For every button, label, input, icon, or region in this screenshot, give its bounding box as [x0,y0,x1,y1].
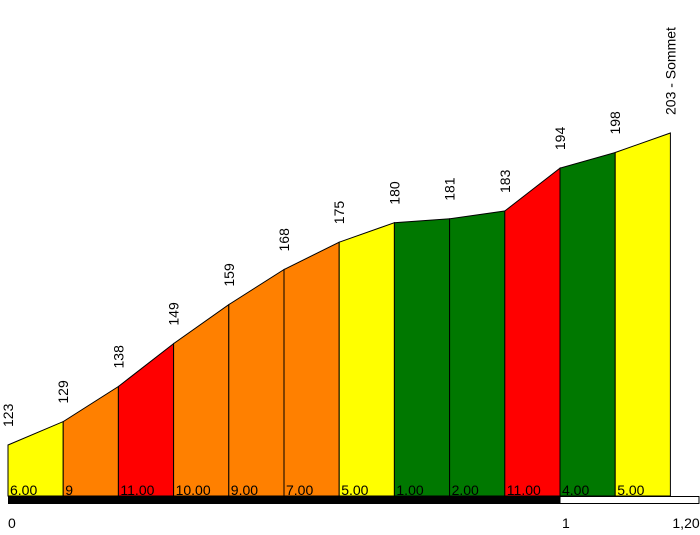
altitude-label: 159 [221,263,237,287]
gradient-label: 11.00 [507,482,541,498]
profile-segment [228,268,285,497]
profile-segment [504,167,561,497]
gradient-label: 2.00 [452,482,479,498]
altitude-label: 181 [442,177,458,201]
x-tick-label: 1 [562,515,570,531]
gradient-label: 6.00 [10,482,37,498]
altitude-label: 129 [55,380,71,404]
altitude-label: 194 [552,127,568,151]
gradient-label: 5.00 [617,482,644,498]
gradient-label: 5.00 [341,482,368,498]
altitude-label: 183 [497,169,513,193]
distance-bar-remainder [559,496,700,504]
gradient-labels: 6.00 9 11.00 10.00 9.00 7.00 5.00 1.00 2.00 11.00… [10,482,645,498]
profile-segment [338,221,395,497]
profile-segment [393,218,451,497]
distance-bar-filled [8,496,560,504]
altitude-label: 123 [0,403,16,427]
altitude-label: 138 [110,345,126,369]
profile-segment [117,342,175,497]
x-tick-labels: 0 1 1,20 [8,515,700,531]
gradient-label: 4.00 [562,482,589,498]
altitude-label: 149 [166,302,182,326]
x-tick-label: 1,20 [672,515,699,531]
profile-segment [559,151,616,497]
gradient-label: 1.00 [396,482,423,498]
distance-bar [8,496,700,504]
profile-segment [283,241,340,497]
altitude-label: 180 [386,181,402,205]
altitude-labels: 123 129 138 149 159 168 175 180 181 183 194 198 203 … [0,27,678,427]
profile-segment [614,132,671,497]
gradient-label: 10.00 [176,482,211,498]
gradient-label: 9 [65,482,73,498]
altitude-label: 203 - Sommet [662,27,678,115]
gradient-segments [7,132,671,497]
x-tick-label: 0 [8,515,16,531]
altitude-label: 198 [607,111,623,135]
profile-segment [173,303,230,497]
profile-segment [62,385,119,497]
gradient-label: 11.00 [120,482,154,498]
profile-segment [449,210,506,497]
gradient-label: 7.00 [286,482,313,498]
altitude-label: 175 [331,201,347,225]
gradient-label: 9.00 [231,482,258,498]
altitude-label: 168 [276,228,292,252]
